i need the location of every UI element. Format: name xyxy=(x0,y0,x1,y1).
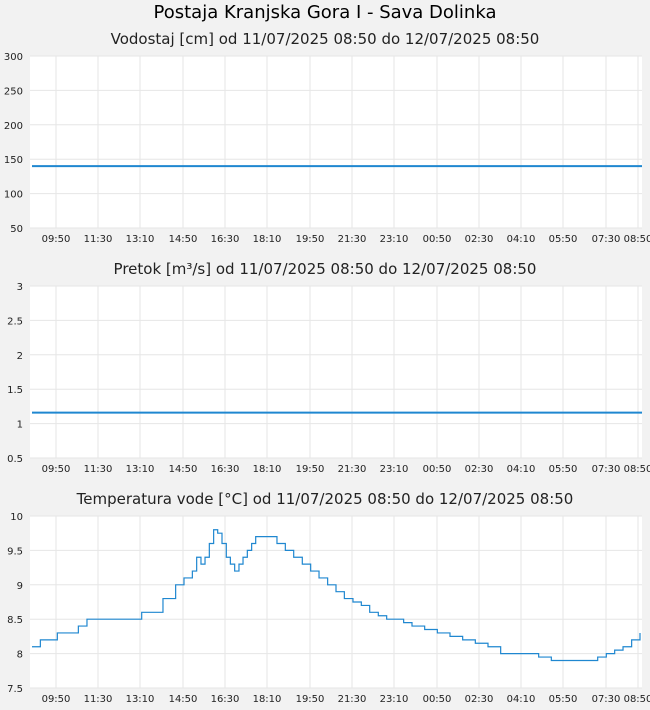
x-tick-label: 11:30 xyxy=(84,234,113,245)
chart-title-discharge: Pretok [m³/s] od 11/07/2025 08:50 do 12/… xyxy=(113,260,537,278)
y-tick-label: 200 xyxy=(4,121,23,132)
x-tick-label: 09:50 xyxy=(42,234,71,245)
x-tick-label: 19:50 xyxy=(296,464,325,475)
water-level-chart: 300 250 200 150 100 50 09:50 11:30 13:10 14:50 16:… xyxy=(4,52,650,245)
x-tick-label: 04:10 xyxy=(507,234,536,245)
x-tick-label: 11:30 xyxy=(84,694,113,705)
discharge-chart: 3 2.5 2 1.5 1 0.5 09:50 11:30 13:10 14:50 16:30 18:… xyxy=(7,282,650,475)
series-line xyxy=(32,529,641,662)
x-tick-label: 08:50 xyxy=(624,464,650,475)
x-tick-label: 07:30 xyxy=(592,464,621,475)
x-tick-label: 18:10 xyxy=(253,694,282,705)
x-tick-label: 21:30 xyxy=(338,694,367,705)
y-tick-label: 1 xyxy=(17,420,23,431)
y-tick-label: 150 xyxy=(4,155,23,166)
plot-area xyxy=(30,286,642,458)
x-tick-label: 02:30 xyxy=(465,234,494,245)
y-tick-label: 7.5 xyxy=(7,684,23,695)
x-tick-label: 00:50 xyxy=(423,464,452,475)
x-tick-label: 21:30 xyxy=(338,234,367,245)
y-tick-label: 1.5 xyxy=(7,385,23,396)
x-tick-label: 16:30 xyxy=(211,464,240,475)
y-tick-label: 2.5 xyxy=(7,316,23,327)
y-tick-label: 50 xyxy=(10,224,23,235)
x-tick-label: 04:10 xyxy=(507,464,536,475)
x-tick-label: 13:10 xyxy=(126,694,155,705)
y-tick-label: 10 xyxy=(10,512,23,523)
x-tick-label: 16:30 xyxy=(211,234,240,245)
x-tick-label: 05:50 xyxy=(549,694,578,705)
x-tick-label: 02:30 xyxy=(465,464,494,475)
y-tick-label: 8 xyxy=(17,650,23,661)
x-tick-label: 21:30 xyxy=(338,464,367,475)
y-tick-label: 9.5 xyxy=(7,546,23,557)
y-tick-label: 2 xyxy=(17,351,23,362)
x-tick-label: 13:10 xyxy=(126,234,155,245)
x-tick-label: 07:30 xyxy=(592,694,621,705)
x-tick-label: 19:50 xyxy=(296,694,325,705)
y-tick-label: 3 xyxy=(17,282,23,293)
x-tick-label: 18:10 xyxy=(253,234,282,245)
x-tick-label: 05:50 xyxy=(549,234,578,245)
x-tick-label: 00:50 xyxy=(423,234,452,245)
plot-area xyxy=(30,56,642,228)
x-tick-label: 08:50 xyxy=(624,234,650,245)
x-tick-label: 13:10 xyxy=(126,464,155,475)
x-tick-label: 00:50 xyxy=(423,694,452,705)
x-tick-label: 23:10 xyxy=(380,234,409,245)
page-title: Postaja Kranjska Gora I - Sava Dolinka xyxy=(153,2,497,23)
chart-title-water-level: Vodostaj [cm] od 11/07/2025 08:50 do 12/… xyxy=(110,30,540,48)
y-tick-label: 8.5 xyxy=(7,615,23,626)
x-tick-label: 04:10 xyxy=(507,694,536,705)
y-tick-label: 0.5 xyxy=(7,454,23,465)
x-tick-label: 14:50 xyxy=(169,464,198,475)
x-tick-label: 14:50 xyxy=(169,694,198,705)
plot-area xyxy=(30,516,642,688)
x-tick-label: 19:50 xyxy=(296,234,325,245)
x-tick-label: 09:50 xyxy=(42,464,71,475)
y-tick-label: 300 xyxy=(4,52,23,63)
x-tick-label: 07:30 xyxy=(592,234,621,245)
x-tick-label: 09:50 xyxy=(42,694,71,705)
y-tick-label: 250 xyxy=(4,86,23,97)
water-temperature-chart: 10 9.5 9 8.5 8 7.5 09:50 11:30 13:10 14:50 16:30 18… xyxy=(7,512,650,705)
x-tick-label: 23:10 xyxy=(380,464,409,475)
y-tick-label: 9 xyxy=(17,581,23,592)
y-tick-label: 100 xyxy=(4,190,23,201)
x-tick-label: 16:30 xyxy=(211,694,240,705)
x-tick-label: 18:10 xyxy=(253,464,282,475)
x-tick-label: 08:50 xyxy=(624,694,650,705)
x-tick-label: 11:30 xyxy=(84,464,113,475)
x-tick-label: 05:50 xyxy=(549,464,578,475)
x-tick-label: 23:10 xyxy=(380,694,409,705)
x-tick-label: 02:30 xyxy=(465,694,494,705)
x-tick-label: 14:50 xyxy=(169,234,198,245)
chart-title-water-temperature: Temperatura vode [°C] od 11/07/2025 08:5… xyxy=(76,490,574,508)
